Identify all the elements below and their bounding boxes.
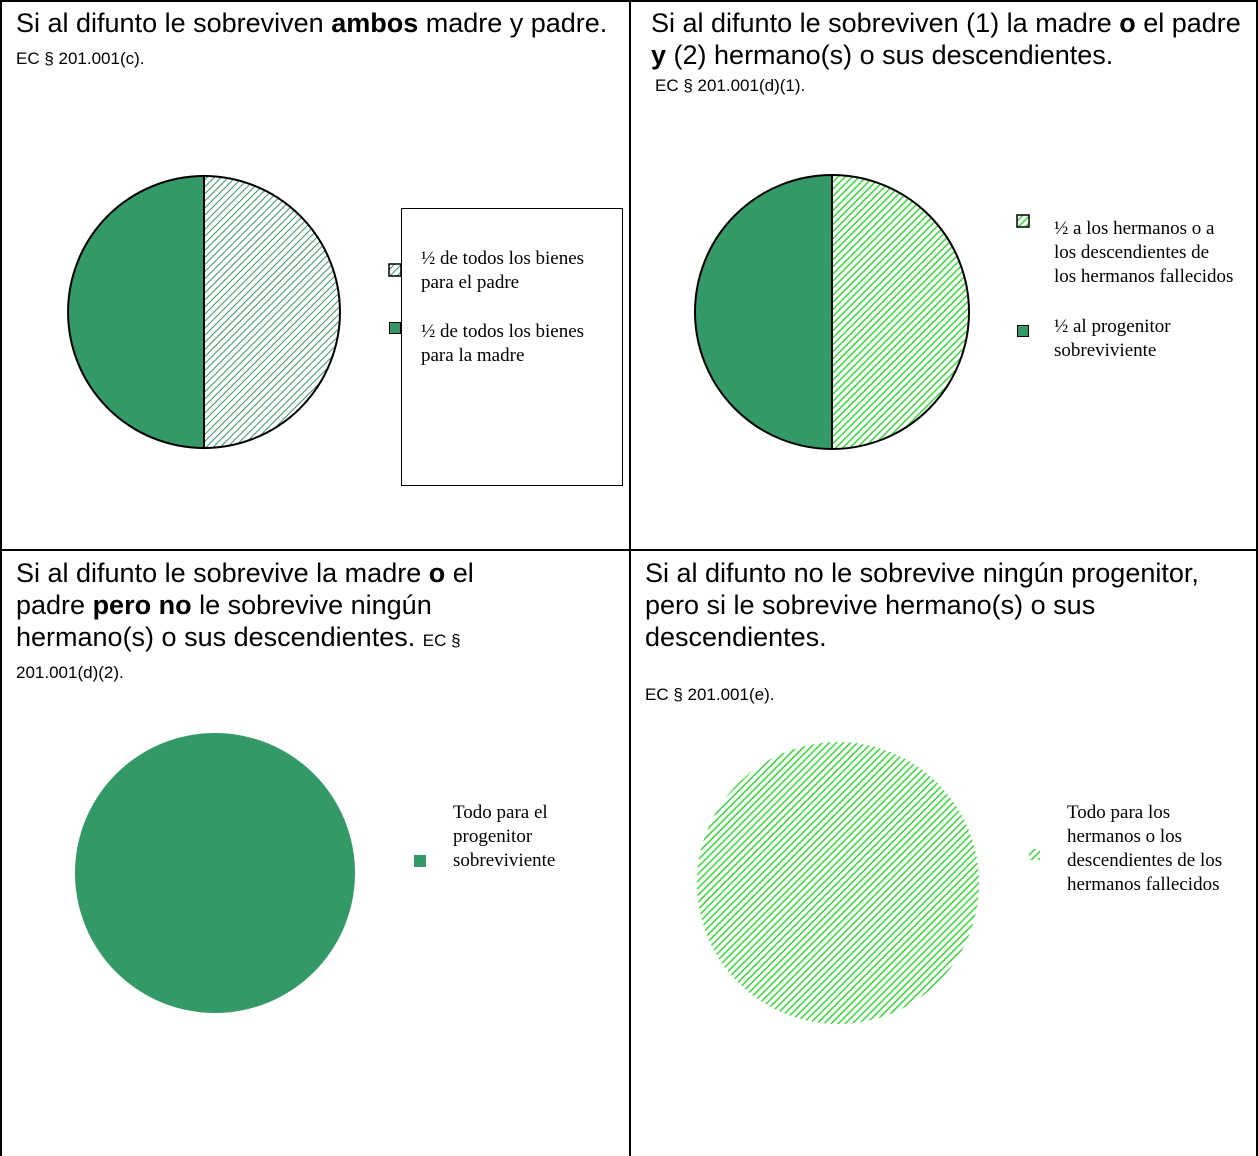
panel-citation: EC § 201.001(d)(2). — [16, 631, 461, 682]
pie-slice-1 — [831, 173, 970, 451]
panel-no-parents-siblings: Si al difunto no le sobrevive ningún pro… — [631, 551, 1257, 1156]
legend-label-surviving-parent: Todo para el progenitor sobreviviente — [453, 802, 556, 871]
legend-box — [401, 208, 623, 486]
pie-chart — [697, 742, 979, 1024]
legend-label-parent: ½ al progenitor sobreviviente — [1054, 316, 1171, 361]
pie-chart — [75, 733, 355, 1013]
legend-swatch-mother — [389, 322, 401, 334]
legend-swatch-father-hatch — [388, 263, 402, 277]
panel-citation: EC § 201.001(e). — [645, 685, 775, 704]
panel-both-parents: Si al difunto le sobreviven ambos madre … — [1, 1, 629, 549]
pie-chart — [67, 174, 341, 450]
legend-swatch-siblings-all — [1029, 849, 1040, 860]
legend-label-father: ½ de todos los bienes para el padre — [421, 248, 585, 293]
pie-slice-2 — [694, 173, 833, 451]
legend-swatch-parent — [1017, 325, 1029, 337]
pie-slice-1 — [203, 174, 341, 450]
grid-border-left — [0, 0, 2, 1156]
legend-swatch-siblings — [1016, 214, 1030, 228]
legend-label-mother: ½ de todos los bienes para la madre — [421, 321, 585, 366]
grid-divider-horizontal — [0, 549, 1258, 551]
legend-swatch-surviving-parent — [414, 855, 426, 867]
panel-heading: Si al difunto le sobrevive la madre o el… — [16, 558, 474, 682]
pie-slice-2 — [67, 174, 205, 450]
panel-heading: Si al difunto no le sobrevive ningún pro… — [645, 558, 1199, 652]
panel-citation: EC § 201.001(c). — [16, 49, 145, 68]
grid-border-right — [1256, 0, 1258, 1156]
pie-chart — [694, 173, 970, 451]
panel-citation: EC § 201.001(d)(1). — [655, 76, 806, 95]
panel-heading: Si al difunto le sobreviven ambos madre … — [16, 8, 608, 68]
panel-heading: Si al difunto le sobreviven (1) la madre… — [651, 8, 1241, 70]
legend-label-siblings-all: Todo para los hermanos o los descendient… — [1067, 802, 1223, 895]
pie-slice-1 — [697, 742, 979, 1024]
panel-one-parent-no-siblings: Si al difunto le sobrevive la madre o el… — [1, 551, 629, 1156]
panel-one-parent-and-siblings: Si al difunto le sobreviven (1) la madre… — [631, 1, 1257, 549]
grid-divider-vertical — [629, 0, 631, 1156]
legend-label-siblings: ½ a los hermanos o a los descendientes d… — [1054, 218, 1234, 287]
pie-slice-1 — [75, 733, 355, 1013]
